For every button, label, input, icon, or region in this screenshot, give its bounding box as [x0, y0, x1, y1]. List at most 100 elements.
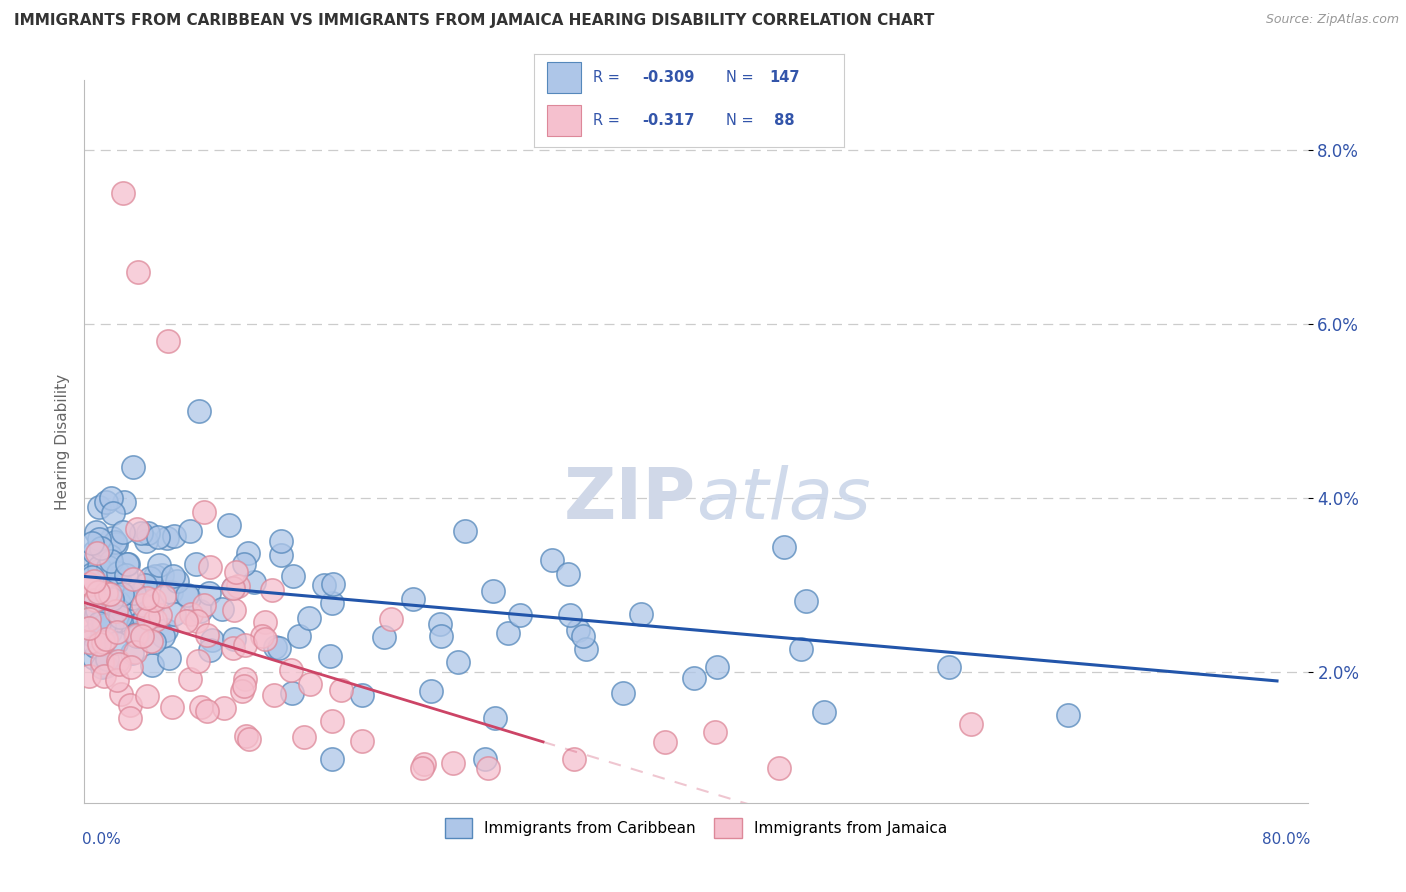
Point — [94, 495, 117, 509]
Point — [121, 659, 143, 673]
Point — [330, 683, 353, 698]
Point — [94, 578, 117, 592]
Point — [157, 650, 180, 665]
Point — [127, 626, 149, 640]
Point — [124, 645, 146, 659]
Point — [96, 586, 118, 600]
Point — [411, 761, 433, 775]
Point — [77, 669, 100, 683]
Point — [201, 632, 224, 647]
Point — [166, 574, 188, 589]
Point — [180, 607, 202, 621]
Point — [188, 605, 211, 619]
Point — [790, 642, 813, 657]
Point — [211, 602, 233, 616]
Point — [186, 557, 208, 571]
Point — [112, 495, 135, 509]
Point — [198, 586, 221, 600]
Point — [152, 629, 174, 643]
Point — [226, 579, 249, 593]
Text: 88: 88 — [769, 113, 794, 128]
Point — [86, 603, 108, 617]
Point — [143, 635, 166, 649]
Point — [224, 632, 246, 646]
Point — [77, 577, 100, 591]
Point — [292, 730, 315, 744]
Point — [98, 609, 121, 624]
Point — [83, 650, 105, 665]
Point — [77, 635, 100, 649]
Point — [188, 403, 211, 417]
Point — [103, 605, 125, 619]
Point — [225, 565, 247, 579]
Point — [321, 752, 343, 766]
Point — [105, 604, 128, 618]
Point — [270, 534, 292, 549]
Point — [97, 559, 120, 574]
Point — [93, 669, 115, 683]
Point — [105, 625, 128, 640]
Point — [122, 586, 145, 600]
Point — [474, 752, 496, 766]
Point — [402, 591, 425, 606]
Point — [446, 655, 468, 669]
Point — [222, 581, 245, 595]
Point — [441, 756, 464, 770]
Point — [121, 646, 143, 660]
Point — [153, 589, 176, 603]
Point — [612, 686, 634, 700]
Point — [125, 629, 148, 643]
Point — [108, 610, 131, 624]
Point — [105, 614, 128, 628]
Point — [98, 625, 121, 640]
Text: N =: N = — [725, 113, 758, 128]
Point — [135, 534, 157, 549]
Point — [794, 593, 817, 607]
Point — [94, 659, 117, 673]
Point — [288, 629, 311, 643]
Point — [496, 626, 519, 640]
Point — [100, 491, 122, 506]
Point — [768, 761, 790, 775]
Point — [82, 570, 104, 584]
Point — [105, 673, 128, 687]
Point — [142, 593, 165, 607]
Point — [960, 717, 983, 731]
Point — [238, 731, 260, 746]
Point — [80, 535, 103, 549]
Point — [163, 607, 186, 621]
Point — [572, 629, 595, 643]
Point — [115, 557, 138, 571]
Point — [557, 567, 579, 582]
Point — [193, 505, 215, 519]
Point — [218, 518, 240, 533]
Point — [704, 725, 727, 739]
Point — [148, 558, 170, 573]
Point — [254, 615, 277, 630]
Point — [281, 569, 304, 583]
Point — [509, 607, 531, 622]
Point — [91, 660, 114, 674]
Point — [190, 699, 212, 714]
Point — [242, 574, 264, 589]
Point — [706, 660, 728, 674]
Point — [562, 752, 585, 766]
Text: Source: ZipAtlas.com: Source: ZipAtlas.com — [1265, 13, 1399, 27]
Point — [222, 641, 245, 656]
Point — [419, 684, 441, 698]
Point — [233, 672, 256, 686]
Point — [89, 615, 111, 630]
Point — [107, 572, 129, 586]
Point — [124, 628, 146, 642]
Point — [132, 612, 155, 626]
Point — [541, 553, 564, 567]
Point — [179, 673, 201, 687]
Point — [373, 630, 395, 644]
Point — [77, 578, 100, 592]
Point — [139, 570, 162, 584]
Point — [148, 531, 170, 545]
Point — [233, 679, 256, 693]
Point — [90, 655, 112, 669]
Bar — [547, 105, 581, 136]
Point — [136, 591, 159, 605]
